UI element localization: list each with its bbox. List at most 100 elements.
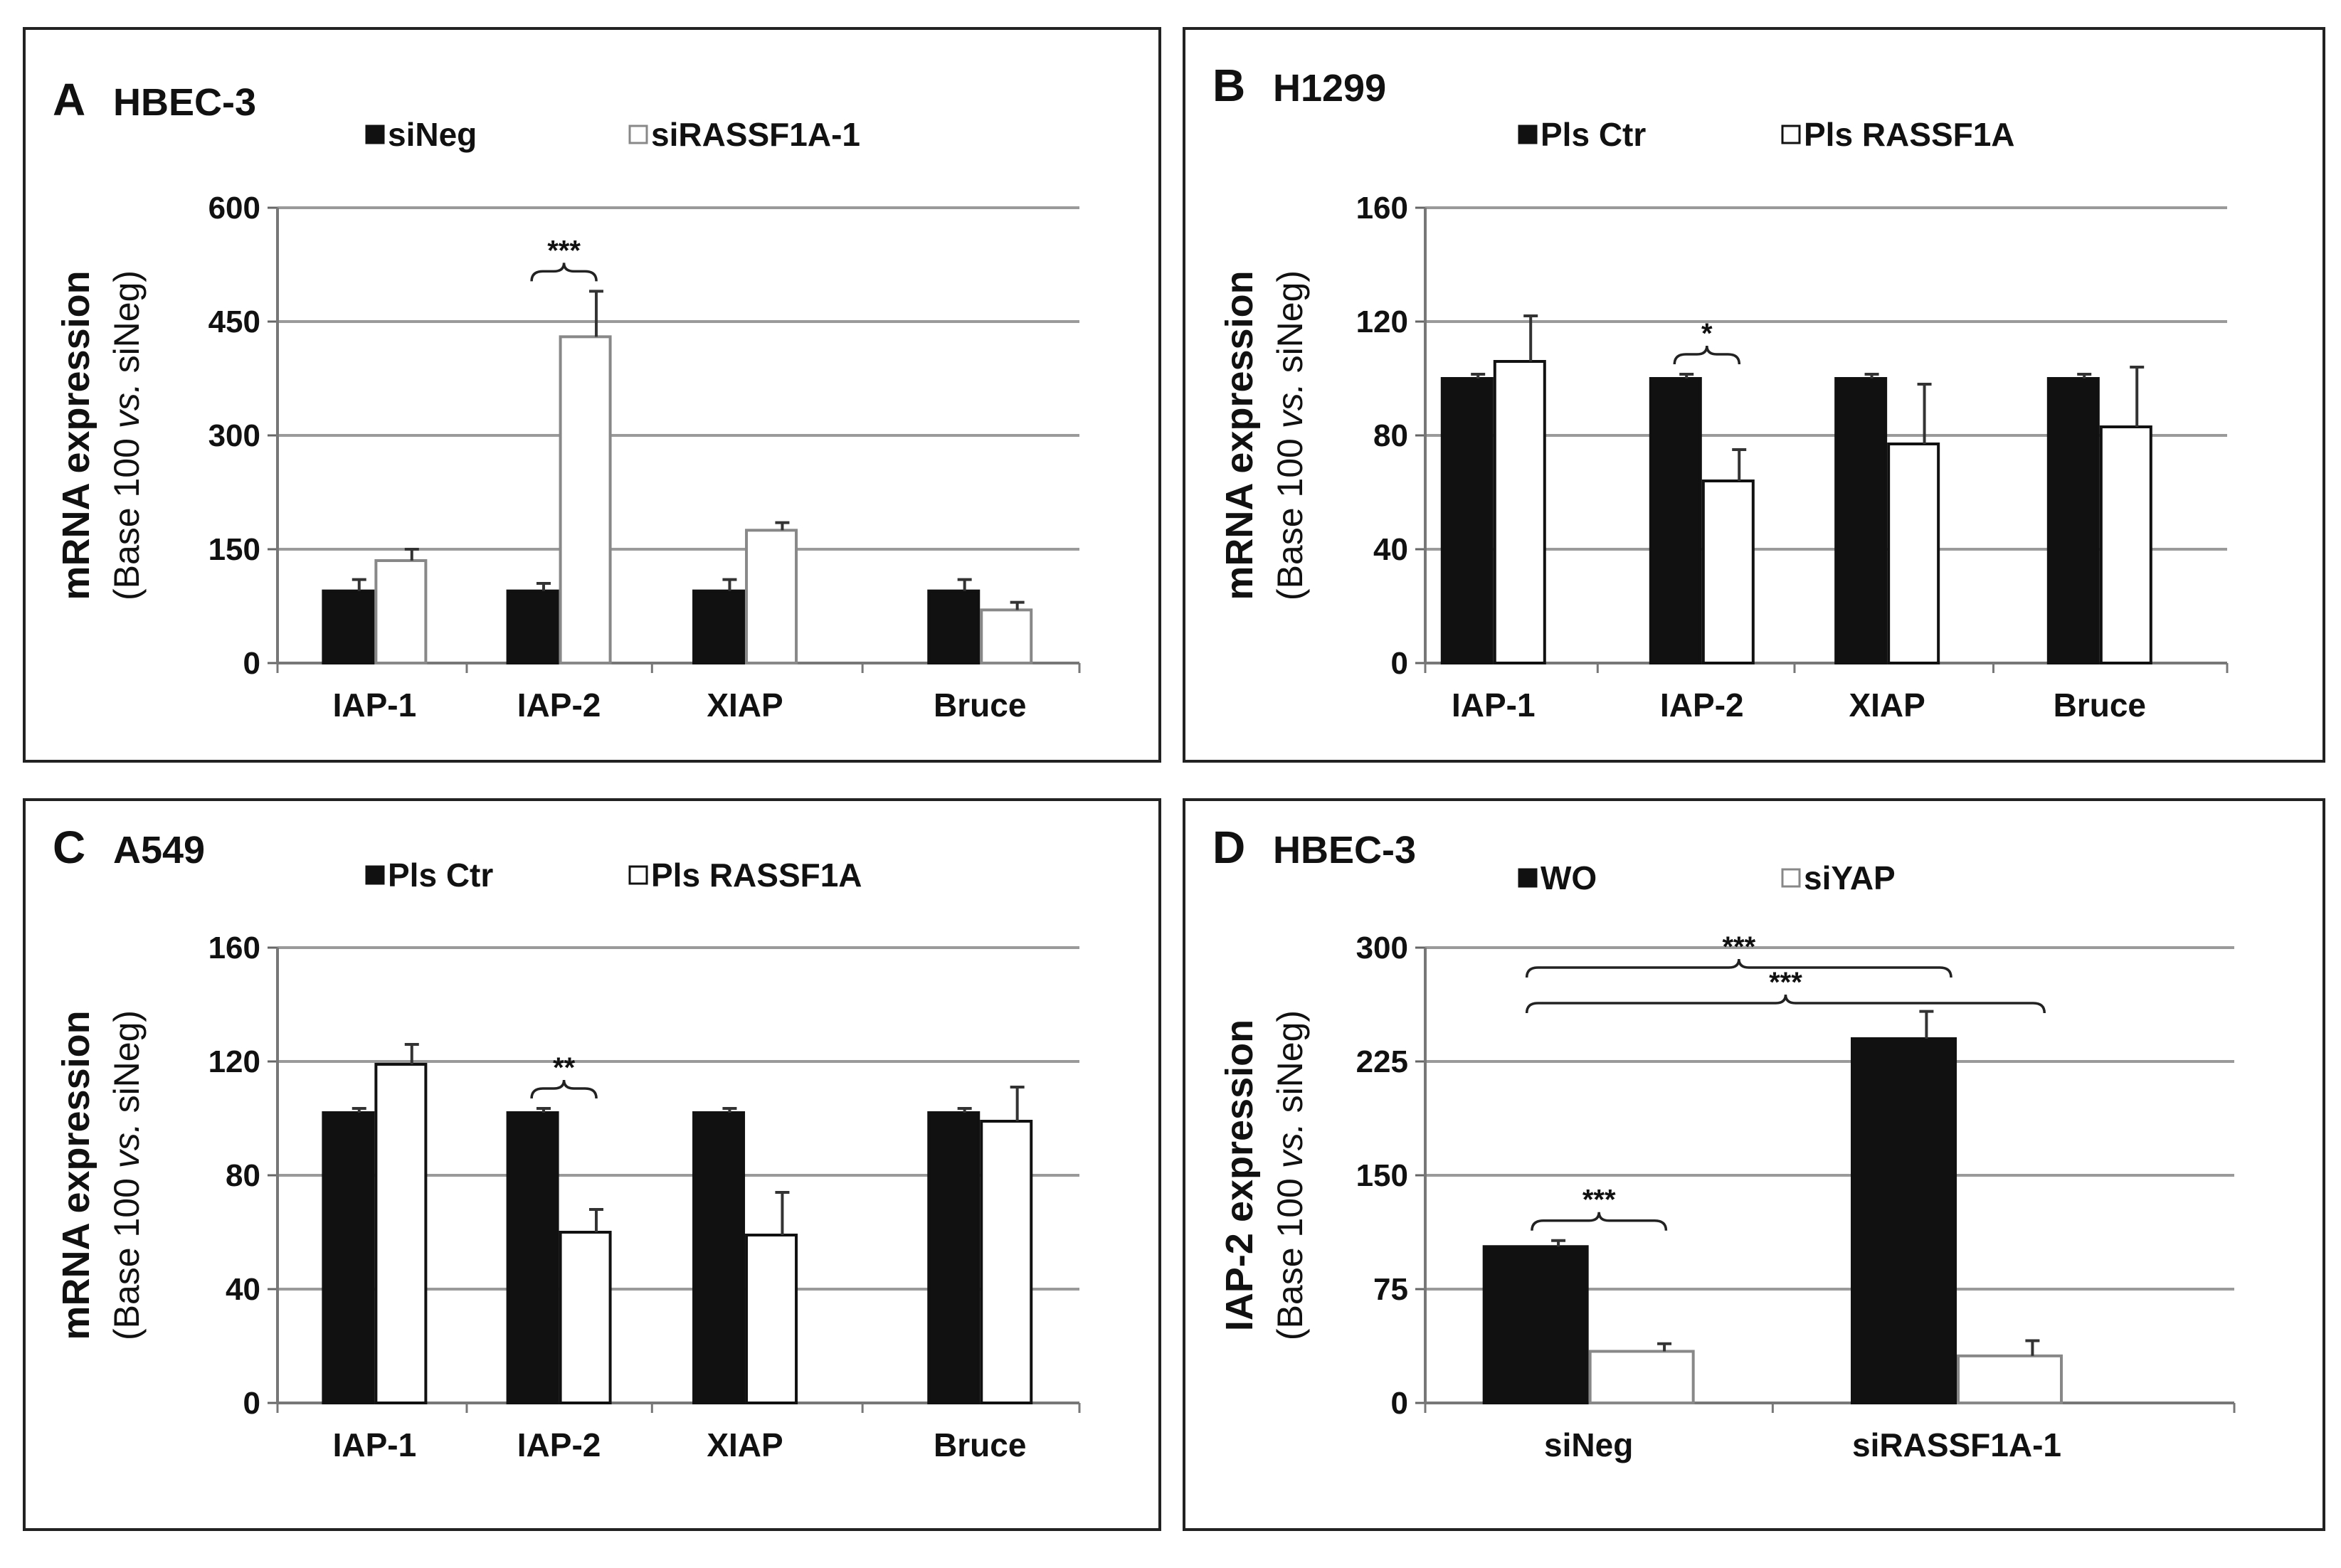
bar: [1834, 377, 1888, 664]
bar: [1957, 1354, 2063, 1405]
x-category-label: Bruce: [2054, 687, 2146, 724]
significance-label: ***: [1769, 967, 1802, 998]
y-axis-title: mRNA expression: [55, 270, 97, 600]
legend-label: Pls RASSF1A: [651, 857, 862, 894]
legend-label: siRASSF1A-1: [651, 116, 860, 153]
bar: [2099, 425, 2152, 664]
bar: [1851, 1037, 1957, 1404]
y-axis-title: mRNA expression: [1218, 270, 1261, 600]
panel-frame: [1183, 798, 2325, 1531]
panel-letter: A: [53, 74, 85, 125]
y-tick-label: 80: [226, 1158, 260, 1193]
legend-label: Pls Ctr: [388, 857, 493, 894]
bar: [745, 529, 798, 664]
bar: [927, 1111, 981, 1404]
x-category-label: IAP-1: [333, 687, 417, 724]
bar: [1701, 480, 1755, 664]
panel-letter: C: [53, 822, 85, 873]
bar: [1887, 443, 1940, 664]
legend-swatch: [1518, 868, 1538, 888]
x-category-label: IAP-2: [517, 1426, 601, 1463]
y-tick-label: 160: [208, 931, 260, 965]
chart-panel-b: B H1299 Pls Ctr Pls RASSF1A 0 40 80 120 160 IAP-1…: [1183, 27, 2325, 763]
significance-bracket: [1673, 345, 1741, 365]
x-category-label: IAP-1: [1452, 687, 1536, 724]
y-axis-subtitle-post: siNeg): [107, 270, 147, 383]
y-axis-subtitle-post: siNeg): [107, 1010, 147, 1123]
legend-label: WO: [1541, 859, 1597, 896]
significance-bracket: [1525, 994, 2046, 1014]
x-category-label: XIAP: [707, 687, 783, 724]
chart-panel-a: A HBEC-3 siNeg siRASSF1A-1 0 150 300 450 600 IAP-…: [23, 27, 1161, 763]
y-tick-label: 120: [1356, 304, 1408, 339]
y-axis-subtitle-italic: vs.: [107, 1123, 147, 1168]
bar: [1493, 360, 1546, 664]
y-axis-subtitle-post: siNeg): [1270, 1010, 1310, 1123]
bar: [374, 559, 428, 664]
panel-title: A549: [113, 829, 205, 872]
legend-swatch: [1781, 868, 1801, 888]
y-axis-subtitle: (Base 100 vs. siNeg): [1270, 1010, 1310, 1340]
bar: [2046, 377, 2100, 664]
legend-swatch: [1781, 125, 1801, 144]
bar: [927, 589, 981, 665]
x-category-label: XIAP: [1849, 687, 1925, 724]
y-axis-subtitle-italic: vs.: [1270, 383, 1310, 428]
y-tick-label: 450: [208, 304, 260, 339]
bar: [980, 608, 1033, 664]
legend-label: siYAP: [1804, 859, 1896, 896]
y-axis-title: mRNA expression: [55, 1010, 97, 1340]
bar: [506, 1111, 559, 1404]
y-axis-subtitle-pre: (Base 100: [1270, 428, 1310, 600]
y-tick-label: 0: [243, 646, 260, 681]
panel-title: HBEC-3: [113, 81, 256, 124]
significance-label: ***: [1722, 931, 1755, 963]
bar: [1649, 377, 1702, 664]
x-category-label: siRASSF1A-1: [1852, 1426, 2061, 1463]
panel-title: HBEC-3: [1273, 829, 1416, 872]
significance-label: *: [1701, 318, 1713, 349]
bar: [322, 589, 375, 665]
bar: [1440, 377, 1494, 664]
legend-swatch: [1518, 125, 1538, 144]
bar: [559, 335, 612, 664]
bar: [374, 1063, 428, 1404]
significance-label: **: [553, 1052, 576, 1084]
bar: [1588, 1350, 1695, 1405]
y-axis-subtitle-italic: vs.: [107, 383, 147, 428]
bar: [559, 1231, 612, 1404]
x-category-label: IAP-1: [333, 1426, 417, 1463]
y-tick-label: 40: [226, 1272, 260, 1307]
panel-letter: D: [1212, 822, 1245, 873]
significance-label: ***: [547, 235, 581, 266]
y-tick-label: 40: [1373, 532, 1408, 567]
x-category-label: Bruce: [934, 687, 1026, 724]
bar: [692, 1111, 746, 1404]
bar: [745, 1234, 798, 1404]
y-tick-label: 75: [1373, 1272, 1408, 1307]
y-tick-label: 0: [1391, 1386, 1408, 1421]
y-tick-label: 300: [1356, 931, 1408, 965]
legend-label: Pls RASSF1A: [1804, 116, 2015, 153]
y-tick-label: 120: [208, 1044, 260, 1079]
y-tick-label: 0: [1391, 646, 1408, 681]
y-tick-label: 150: [1356, 1158, 1408, 1193]
x-category-label: siNeg: [1544, 1426, 1633, 1463]
legend-swatch: [365, 125, 385, 144]
x-category-label: XIAP: [707, 1426, 783, 1463]
legend-label: Pls Ctr: [1541, 116, 1646, 153]
y-tick-label: 225: [1356, 1044, 1408, 1079]
y-axis-subtitle-italic: vs.: [1270, 1123, 1310, 1168]
y-axis-subtitle-post: siNeg): [1270, 270, 1310, 383]
x-category-label: Bruce: [934, 1426, 1026, 1463]
legend-swatch: [628, 125, 648, 144]
x-category-label: IAP-2: [1660, 687, 1744, 724]
legend-swatch: [628, 865, 648, 885]
y-axis-subtitle: (Base 100 vs. siNeg): [107, 1010, 147, 1340]
bar: [322, 1111, 375, 1404]
panel-letter: B: [1212, 60, 1245, 111]
significance-bracket: [1525, 958, 1952, 978]
legend-swatch: [365, 865, 385, 885]
y-axis-title: IAP-2 expression: [1218, 1019, 1261, 1331]
